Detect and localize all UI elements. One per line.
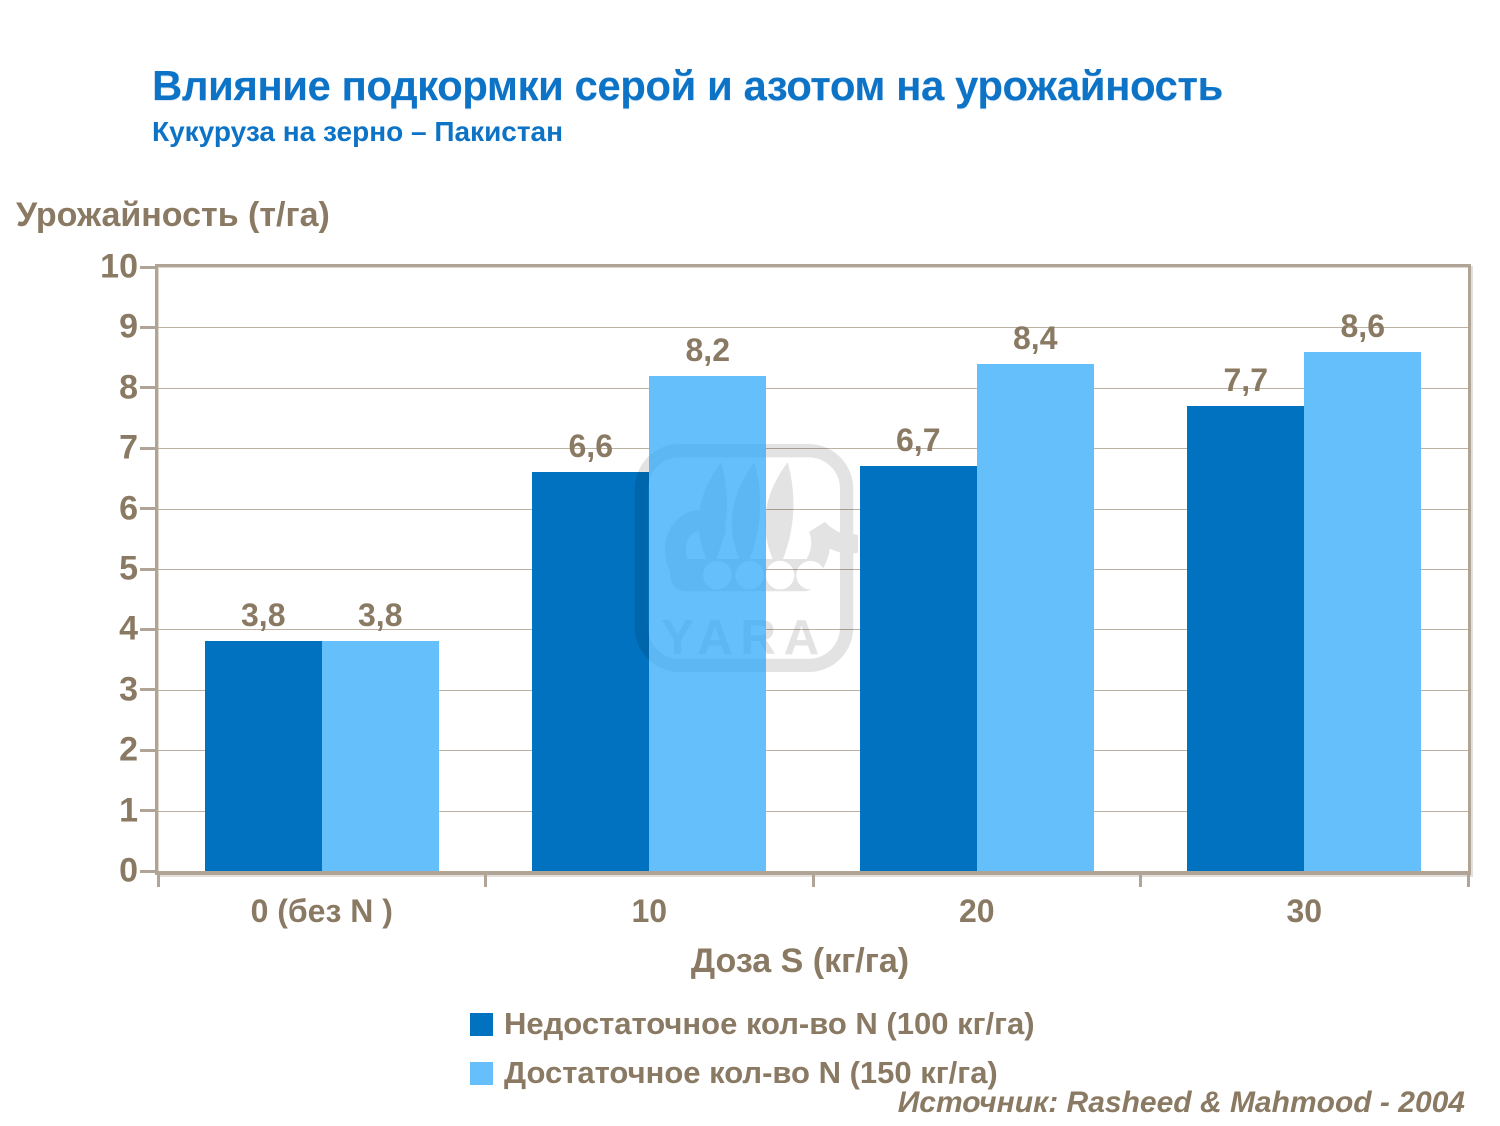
bar-series-sufficient-n [1304,351,1422,871]
x-axis-tick [811,875,815,887]
y-axis-tick-label: 7 [119,428,138,467]
y-axis-tick-label: 0 [119,851,138,890]
gridline [158,810,1468,812]
bar-value-label: 3,8 [241,597,286,634]
gridline [158,750,1468,752]
legend: Недостаточное кол-во N (100 кг/га) Достат… [470,1006,1035,1104]
y-axis-tick-label: 10 [100,247,138,286]
bar-value-label: 6,7 [896,422,941,459]
y-axis-tick [140,688,155,692]
bar-series-insufficient-n [859,466,977,871]
y-axis-tick [140,507,155,511]
legend-item: Недостаточное кол-во N (100 кг/га) [470,1006,1035,1042]
y-axis-tick-label: 4 [119,609,138,648]
bar-value-label: 6,6 [568,428,613,465]
y-axis-title: Урожайность (т/га) [16,196,330,234]
y-axis-tick-label: 8 [119,368,138,407]
plot-area-border [155,264,1471,875]
y-axis-tick-label: 6 [119,489,138,528]
y-axis-tick-label: 3 [119,670,138,709]
y-axis-tick [140,265,155,269]
legend-item: Достаточное кол-во N (150 кг/га) [470,1055,1035,1091]
y-axis-tick-label: 9 [119,307,138,346]
y-axis-tick [140,748,155,752]
gridline [158,327,1468,329]
bar-series-insufficient-n [1187,405,1305,871]
bar-series-insufficient-n [204,641,322,871]
y-axis-tick-label: 1 [119,791,138,830]
legend-label: Достаточное кол-во N (150 кг/га) [504,1055,998,1090]
y-axis-tick [140,869,155,873]
x-axis-tick [1139,875,1142,887]
gridline [158,387,1468,389]
bar-series-sufficient-n [976,363,1094,871]
bar-series-sufficient-n [649,375,767,871]
legend-swatch-icon [470,1061,493,1085]
y-axis-tick [140,446,155,450]
bar-value-label: 8,2 [685,331,730,368]
bar-series-insufficient-n [532,472,650,871]
legend-swatch-icon [470,1012,493,1036]
x-axis-category-label: 30 [1286,893,1323,929]
x-axis-category-label: 0 (без N ) [250,893,393,929]
bar-value-label: 8,4 [1013,319,1058,356]
y-axis-tick [140,809,155,813]
chart-subtitle: Кукуруза на зерно – Пакистан [152,116,564,147]
y-axis-tick-label: 5 [119,549,138,588]
x-axis-tick [1466,875,1470,887]
x-axis-tick [156,875,160,887]
gridline [158,689,1468,691]
x-axis-tick [484,875,487,887]
chart-title: Влияние подкормки серой и азотом на урож… [152,62,1223,109]
y-axis-tick [140,627,155,631]
y-axis-tick-label: 2 [119,730,138,769]
y-axis-tick [140,567,155,571]
bar-value-label: 8,6 [1340,307,1385,344]
x-axis-category-label: 20 [958,893,995,929]
bar-value-label: 7,7 [1223,361,1268,398]
y-axis-tick [140,386,155,390]
bar-series-sufficient-n [321,641,439,871]
x-axis-category-label: 10 [631,893,668,929]
y-axis-tick [140,325,155,329]
legend-label: Недостаточное кол-во N (100 кг/га) [504,1006,1035,1041]
x-axis-title: Доза S (кг/га) [690,942,910,980]
bar-value-label: 3,8 [358,597,403,634]
source-citation: Источник: Rasheed & Mahmood - 2004 [897,1086,1465,1119]
